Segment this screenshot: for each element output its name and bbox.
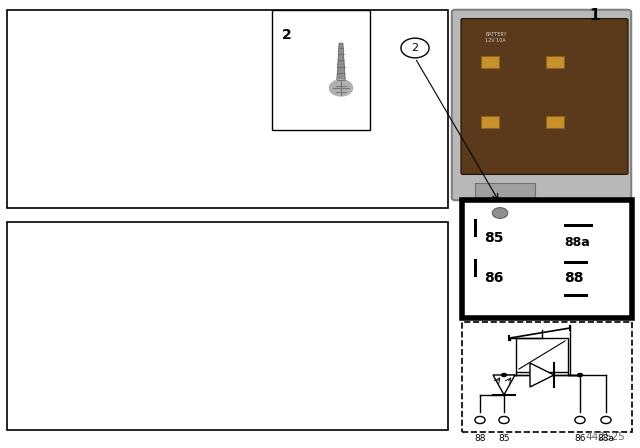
Bar: [474, 259, 477, 277]
Text: 88a: 88a: [598, 434, 614, 443]
Text: 88: 88: [474, 434, 486, 443]
Text: 88a: 88a: [564, 236, 589, 249]
Bar: [546, 56, 564, 68]
Circle shape: [501, 373, 507, 377]
Bar: [475, 183, 535, 208]
Bar: [564, 293, 588, 297]
Text: 1: 1: [589, 8, 600, 23]
Circle shape: [492, 207, 508, 218]
Bar: [462, 322, 632, 432]
Bar: [272, 10, 370, 130]
Circle shape: [475, 416, 485, 423]
Text: 85: 85: [484, 231, 504, 245]
Text: 442525: 442525: [585, 432, 625, 442]
Text: 88: 88: [564, 271, 584, 285]
FancyBboxPatch shape: [452, 10, 631, 200]
Bar: [7, 10, 448, 208]
Bar: [481, 116, 499, 128]
Polygon shape: [336, 43, 346, 95]
Bar: [564, 224, 593, 227]
Polygon shape: [530, 363, 554, 387]
Bar: [546, 116, 564, 128]
Circle shape: [577, 373, 583, 377]
Text: 2: 2: [282, 28, 292, 42]
Text: 2: 2: [412, 43, 419, 53]
Circle shape: [401, 38, 429, 58]
Bar: [462, 200, 632, 318]
Text: 85: 85: [499, 434, 509, 443]
Bar: [516, 338, 568, 372]
Polygon shape: [493, 375, 515, 395]
Bar: [474, 219, 477, 237]
Bar: [564, 261, 588, 264]
Circle shape: [330, 80, 353, 96]
Bar: [481, 56, 499, 68]
Circle shape: [575, 416, 585, 423]
Text: 86: 86: [574, 434, 586, 443]
Bar: [7, 222, 448, 430]
Circle shape: [499, 416, 509, 423]
Text: BATTERY
12V 10A: BATTERY 12V 10A: [485, 32, 506, 43]
Text: 86: 86: [484, 271, 504, 285]
Circle shape: [601, 416, 611, 423]
FancyBboxPatch shape: [461, 19, 628, 174]
